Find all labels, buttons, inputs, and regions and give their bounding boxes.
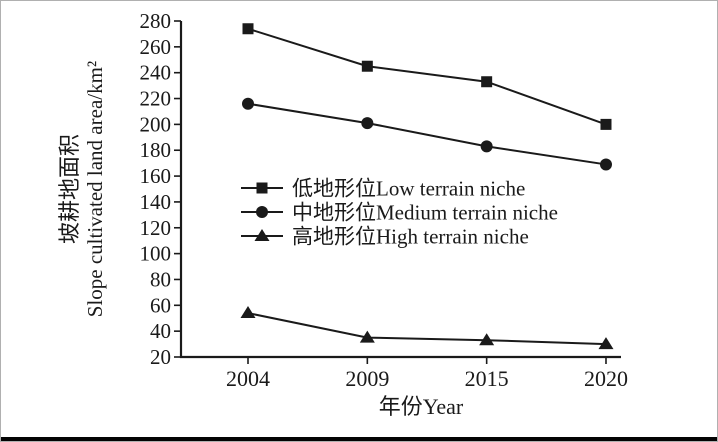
data-point-circle: [599, 158, 612, 171]
legend-circle-icon: [256, 206, 268, 218]
y-tick-label: 220: [140, 87, 172, 111]
data-point-circle: [242, 97, 254, 110]
x-axis-label: 年份Year: [379, 394, 464, 419]
y-tick-label: 160: [140, 164, 172, 188]
x-tick-label: 2004: [226, 366, 270, 391]
y-tick-label: 140: [140, 190, 172, 214]
y-tick-label: 240: [140, 61, 172, 85]
legend-square-icon: [256, 182, 268, 194]
data-point-square: [361, 60, 373, 72]
x-tick-label: 2020: [584, 366, 628, 391]
series-line-2: [247, 312, 607, 346]
y-tick-label: 100: [140, 242, 172, 266]
y-tick-label: 180: [140, 138, 172, 162]
series-line-0: [247, 27, 607, 126]
series-line-1: [247, 102, 607, 166]
data-point-square: [242, 23, 254, 35]
data-point-triangle: [359, 330, 375, 343]
x-tick-label: 2009: [345, 366, 389, 391]
legend-item-label: 低地形位Low terrain niche: [292, 177, 525, 201]
y-tick-label: 280: [140, 9, 172, 33]
y-tick-label: 60: [150, 293, 171, 317]
bottom-rule-divider: [1, 437, 717, 441]
legend-item-label: 中地形位Medium terrain niche: [292, 201, 558, 225]
y-tick-label: 40: [150, 319, 171, 343]
y-tick-label: 260: [140, 35, 172, 59]
data-point-square: [481, 76, 493, 88]
data-point-triangle: [598, 337, 614, 350]
data-point-circle: [480, 140, 493, 153]
legend-item-label: 高地形位High terrain niche: [292, 225, 529, 249]
data-point-triangle: [479, 333, 495, 346]
y-tick-label: 20: [150, 345, 171, 369]
y-axis-label-en: Slope cultivated land area/km²: [83, 61, 107, 317]
data-point-circle: [361, 117, 374, 130]
y-tick-label: 80: [150, 267, 171, 291]
legend-triangle-icon: [254, 229, 270, 241]
y-tick-label: 200: [140, 112, 172, 136]
y-tick-label: 120: [140, 216, 172, 240]
data-point-square: [600, 118, 612, 130]
data-point-triangle: [240, 306, 256, 319]
y-axis-label-zh: 坡耕地面积: [57, 134, 82, 244]
x-tick-label: 2015: [465, 366, 509, 391]
